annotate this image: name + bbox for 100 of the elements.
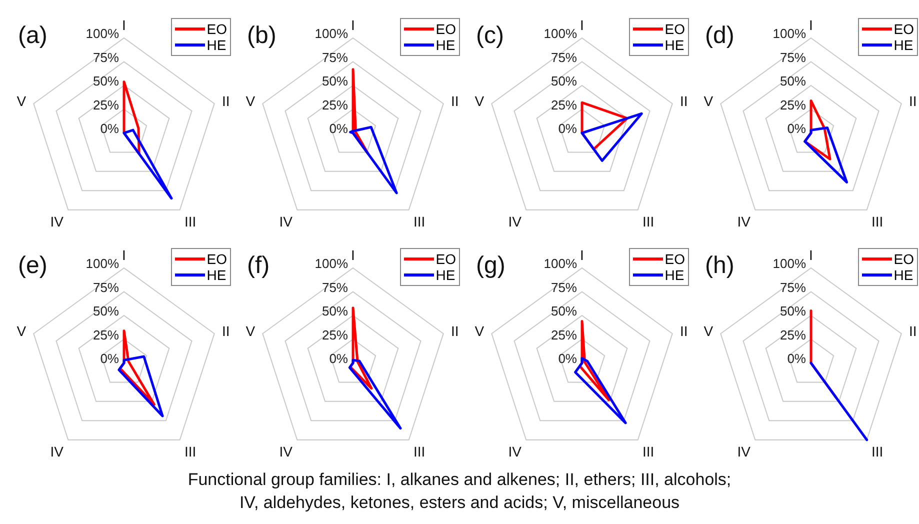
y-tick-label: 25% [780,327,806,342]
spoke-label: IV [279,213,294,230]
legend-label: HE [436,37,456,53]
spoke-label: V [704,93,714,110]
y-tick-label: 25% [92,327,120,342]
spoke-label: II [450,323,459,340]
legend-label: HE [206,37,226,53]
y-tick-label: 75% [322,50,348,65]
y-tick-label: 75% [550,50,578,65]
spoke-label: III [872,213,884,230]
spoke-label: I [580,17,584,33]
spoke-label: IV [508,443,522,460]
spoke-label: III [642,213,654,230]
chart-title: (c) [476,22,504,50]
y-tick-label: 100% [314,26,348,41]
legend-label: EO [664,251,685,267]
spoke-label: III [414,213,426,230]
y-tick-label: 50% [780,304,806,318]
y-tick-label: 25% [550,97,578,112]
spoke-label: II [222,93,230,110]
spoke-label: I [122,17,126,33]
spoke-label: III [184,443,196,460]
y-tick-label: 75% [322,280,348,295]
legend-label: HE [894,37,914,53]
chart-title: (f) [247,252,270,280]
legend-label: HE [894,267,914,283]
chart-title: (g) [476,252,506,280]
chart-title: (b) [247,22,276,50]
text: Functional group families: I, alkanes and alkenes; II, ethers; III, alcohols; IV, aldehydes, ketones, esters and acids; V, miscellaneous [186,469,732,514]
y-tick-label: 100% [772,256,806,271]
y-tick-label: 0% [558,121,578,136]
y-tick-label: 100% [86,26,120,41]
spoke-label: V [16,93,27,110]
spoke-label: II [908,323,917,340]
spoke-label: II [680,323,688,340]
legend-label: HE [436,267,456,283]
y-tick-label: 25% [550,327,578,342]
y-tick-label: 25% [322,327,348,342]
spoke-label: I [809,247,813,263]
y-tick-label: 25% [92,97,120,112]
legend-label: HE [664,267,684,283]
spoke-label: II [450,93,459,110]
y-tick-label: 0% [787,351,806,366]
y-tick-label: 0% [787,121,806,136]
spoke-label: I [809,17,813,33]
y-tick-label: 50% [322,74,348,88]
y-tick-label: 75% [92,280,120,295]
y-tick-label: 75% [780,280,806,295]
y-tick-label: 75% [780,50,806,65]
legend-label: EO [436,251,456,267]
spoke-label: IV [737,443,752,460]
chart-title: (a) [18,22,48,50]
y-tick-label: 100% [772,26,806,41]
y-tick-label: 0% [100,351,120,366]
y-tick-label: 100% [544,256,578,271]
spoke-label: III [872,443,884,460]
y-tick-label: 75% [92,50,120,65]
y-tick-label: 50% [780,74,806,88]
legend-label: HE [206,267,226,283]
y-tick-label: 0% [558,351,578,366]
legend-label: EO [436,21,456,37]
spoke-label: V [474,323,485,340]
y-tick-label: 50% [550,304,578,318]
y-tick-label: 0% [100,121,120,136]
spoke-label: IV [50,443,64,460]
spoke-label: V [246,323,256,340]
chart-title: (h) [705,252,734,280]
y-tick-label: 100% [86,256,120,271]
y-tick-label: 25% [322,97,348,112]
spoke-label: IV [279,443,294,460]
spoke-label: I [351,247,355,263]
legend-label: EO [206,21,227,37]
spoke-label: V [16,323,27,340]
legend-label: EO [894,251,914,267]
spoke-label: I [580,247,584,263]
spoke-label: IV [50,213,64,230]
spoke-label: V [246,93,256,110]
y-tick-label: 100% [314,256,348,271]
legend-label: EO [894,21,914,37]
y-tick-label: 50% [550,74,578,88]
y-tick-label: 100% [544,26,578,41]
spoke-label: II [908,93,917,110]
y-tick-label: 0% [329,351,348,366]
legend-label: EO [664,21,685,37]
chart-title: (d) [705,22,734,50]
spoke-label: III [414,443,426,460]
spoke-label: I [122,247,126,263]
y-tick-label: 50% [92,74,120,88]
legend-label: EO [206,251,227,267]
spoke-label: III [184,213,196,230]
y-tick-label: 50% [92,304,120,318]
y-tick-label: 50% [322,304,348,318]
y-tick-label: 25% [780,97,806,112]
spoke-label: II [222,323,230,340]
spoke-label: IV [737,213,752,230]
legend-label: HE [664,37,684,53]
spoke-label: III [642,443,654,460]
chart-title: (e) [18,252,48,280]
spoke-label: V [474,93,485,110]
spoke-label: IV [508,213,522,230]
